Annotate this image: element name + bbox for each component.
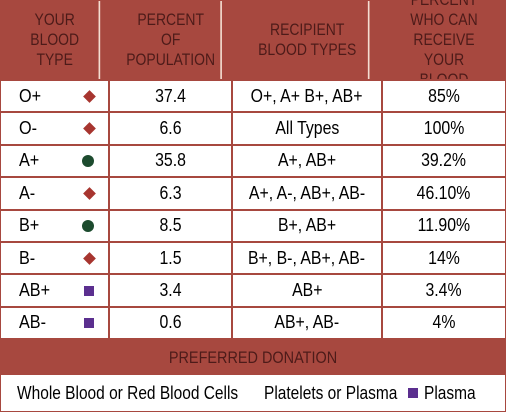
legend-label-plasma: Plasma — [424, 382, 476, 403]
cell-recipient-types: B+, AB+ — [233, 210, 383, 241]
blood-type-label: O+ — [19, 85, 42, 106]
percent-receive-value: 3.4% — [425, 280, 463, 301]
diamond-icon — [83, 122, 96, 135]
blood-type-label: AB+ — [19, 280, 51, 301]
table-row: A+ 35.8 A+, AB+ 39.2% — [1, 143, 505, 177]
recipient-types-value: A+, AB+ — [277, 150, 337, 171]
diamond-icon — [7, 389, 15, 397]
square-icon — [408, 388, 418, 398]
cell-percent-receive: 3.4% — [383, 275, 505, 306]
percent-population-value: 37.4 — [155, 85, 186, 106]
diamond-icon — [83, 187, 96, 200]
percent-receive-value: 14% — [428, 247, 460, 268]
percent-receive-value: 46.10% — [417, 182, 471, 203]
cell-recipient-types: AB+, AB- — [233, 307, 383, 339]
cell-percent-population: 3.4 — [110, 275, 233, 306]
circle-icon — [82, 219, 94, 232]
blood-type-label: B- — [19, 247, 36, 268]
table-row: O- 6.6 All Types 100% — [1, 111, 505, 144]
diamond-icon — [83, 89, 96, 103]
cell-blood-type: O- — [1, 113, 110, 144]
percent-receive-value: 4% — [432, 312, 456, 333]
square-icon — [84, 317, 94, 328]
table-row: B+ 8.5 B+, AB+ 11.90% — [1, 208, 505, 241]
header-percent-receive: PERCENT WHO CAN RECEIVE YOUR BLOOD — [410, 0, 478, 89]
cell-percent-receive: 4% — [383, 307, 505, 339]
cell-recipient-types: All Types — [233, 113, 383, 144]
cell-percent-population: 8.5 — [110, 210, 233, 241]
cell-recipient-types: AB+ — [233, 275, 383, 306]
blood-type-label: AB- — [19, 312, 47, 333]
table-row: AB- 0.6 AB+, AB- 4% — [1, 305, 505, 339]
table-row: AB+ 3.4 AB+ 3.4% — [1, 273, 505, 306]
table-row: O+ 37.4 O+, A+ B+, AB+ 85% — [1, 79, 505, 112]
square-icon — [84, 285, 94, 296]
cell-percent-population: 37.4 — [110, 81, 233, 112]
percent-population-value: 0.6 — [159, 312, 182, 333]
blood-type-label: B+ — [19, 215, 40, 236]
header-row: YOUR BLOOD TYPE PERCENT OF POPULATION RE… — [1, 0, 505, 89]
diamond-icon — [83, 251, 96, 265]
cell-percent-population: 0.6 — [110, 307, 233, 339]
percent-population-value: 8.5 — [159, 215, 182, 236]
legend-item-plasma: Plasma — [408, 383, 493, 404]
cell-blood-type: A+ — [1, 145, 110, 177]
cell-percent-population: 6.6 — [110, 113, 233, 144]
cell-percent-receive: 11.90% — [383, 210, 505, 241]
cell-percent-population: 35.8 — [110, 145, 233, 177]
table-row: A- 6.3 A+, A-, AB+, AB- 46.10% — [1, 176, 505, 209]
recipient-types-value: B+, B-, AB+, AB- — [248, 247, 366, 268]
cell-percent-population: 6.3 — [110, 178, 233, 209]
cell-recipient-types: A+, AB+ — [233, 145, 383, 177]
blood-type-label: A- — [19, 182, 36, 203]
header-recipient-types: RECIPIENT BLOOD TYPES — [247, 1, 370, 79]
percent-receive-value: 39.2% — [421, 150, 467, 171]
cell-blood-type: A- — [1, 178, 110, 209]
cell-blood-type: O+ — [1, 81, 110, 112]
circle-icon — [82, 154, 94, 167]
percent-receive-value: 11.90% — [417, 215, 471, 236]
cell-percent-receive: 100% — [383, 113, 505, 144]
percent-population-value: 6.3 — [159, 182, 182, 203]
cell-percent-receive: 46.10% — [383, 178, 505, 209]
cell-blood-type: AB- — [1, 307, 110, 339]
cell-percent-receive: 39.2% — [383, 145, 505, 177]
blood-type-label: A+ — [19, 150, 40, 171]
table-row: B- 1.5 B+, B-, AB+, AB- 14% — [1, 241, 505, 274]
cell-blood-type: B+ — [1, 210, 110, 241]
legend-label-platelets: Platelets or Plasma — [264, 382, 398, 403]
cell-percent-receive: 14% — [383, 243, 505, 274]
recipient-types-value: AB+ — [291, 280, 323, 301]
recipient-types-value: AB+, AB- — [274, 312, 340, 333]
percent-population-value: 6.6 — [159, 118, 182, 139]
cell-blood-type: AB+ — [1, 275, 110, 306]
cell-percent-population: 1.5 — [110, 243, 233, 274]
header-blood-type: YOUR BLOOD TYPE — [11, 1, 101, 79]
recipient-types-value: All Types — [275, 118, 339, 139]
percent-receive-value: 100% — [423, 118, 465, 139]
percent-population-value: 3.4 — [159, 280, 182, 301]
percent-population-value: 35.8 — [155, 150, 186, 171]
percent-population-value: 1.5 — [159, 247, 182, 268]
cell-percent-receive: 85% — [383, 81, 505, 112]
cell-recipient-types: A+, A-, AB+, AB- — [233, 178, 383, 209]
blood-type-label: O- — [19, 118, 37, 139]
preferred-donation-label: PREFERRED DONATION — [168, 347, 338, 367]
recipient-types-value: O+, A+ B+, AB+ — [251, 85, 363, 106]
cell-recipient-types: O+, A+ B+, AB+ — [233, 81, 383, 112]
cell-blood-type: B- — [1, 243, 110, 274]
recipient-types-value: A+, A-, AB+, AB- — [248, 182, 366, 203]
legend-label-whole-blood: Whole Blood or Red Blood Cells — [17, 382, 239, 403]
legend: Whole Blood or Red Blood Cells Platelets… — [1, 375, 505, 411]
recipient-types-value: B+, AB+ — [277, 215, 337, 236]
cell-recipient-types: B+, B-, AB+, AB- — [233, 243, 383, 274]
legend-item-whole-blood: Whole Blood or Red Blood Cells — [7, 382, 258, 404]
preferred-donation-bar: PREFERRED DONATION — [1, 338, 505, 375]
header-percent-population: PERCENT OF POPULATION — [121, 1, 222, 79]
legend-item-platelets: Platelets or Plasma — [258, 383, 408, 404]
percent-receive-value: 85% — [428, 85, 460, 106]
